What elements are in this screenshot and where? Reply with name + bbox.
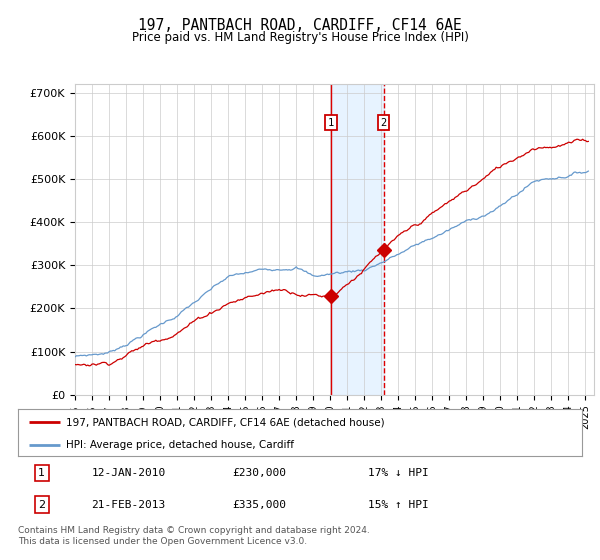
Text: 15% ↑ HPI: 15% ↑ HPI bbox=[368, 500, 428, 510]
Text: 2: 2 bbox=[38, 500, 45, 510]
Text: 12-JAN-2010: 12-JAN-2010 bbox=[91, 468, 166, 478]
Text: 2: 2 bbox=[380, 118, 386, 128]
Text: 1: 1 bbox=[38, 468, 45, 478]
Text: Price paid vs. HM Land Registry's House Price Index (HPI): Price paid vs. HM Land Registry's House … bbox=[131, 31, 469, 44]
Text: Contains HM Land Registry data © Crown copyright and database right 2024.
This d: Contains HM Land Registry data © Crown c… bbox=[18, 526, 370, 546]
Text: 1: 1 bbox=[328, 118, 334, 128]
Bar bbox=[331, 84, 383, 395]
Text: 21-FEB-2013: 21-FEB-2013 bbox=[91, 500, 166, 510]
Text: £335,000: £335,000 bbox=[232, 500, 286, 510]
Text: 17% ↓ HPI: 17% ↓ HPI bbox=[368, 468, 428, 478]
Text: HPI: Average price, detached house, Cardiff: HPI: Average price, detached house, Card… bbox=[66, 440, 294, 450]
Text: 197, PANTBACH ROAD, CARDIFF, CF14 6AE (detached house): 197, PANTBACH ROAD, CARDIFF, CF14 6AE (d… bbox=[66, 417, 385, 427]
Text: £230,000: £230,000 bbox=[232, 468, 286, 478]
Text: 197, PANTBACH ROAD, CARDIFF, CF14 6AE: 197, PANTBACH ROAD, CARDIFF, CF14 6AE bbox=[138, 18, 462, 33]
